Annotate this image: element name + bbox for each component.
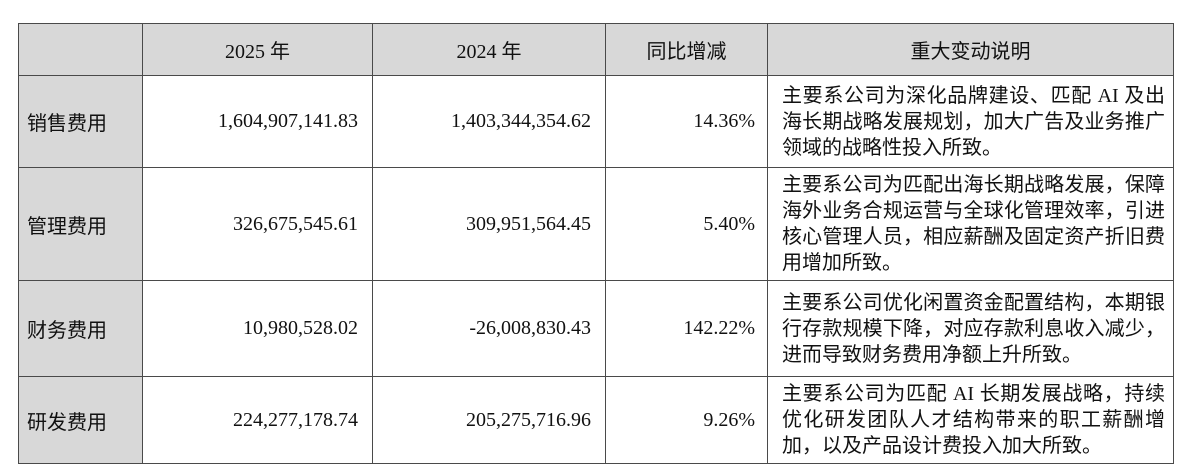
row-label: 财务费用 [18, 280, 143, 377]
row-label: 研发费用 [18, 376, 143, 464]
value-yoy-change: 14.36% [605, 75, 768, 168]
header-2025: 2025 年 [142, 23, 373, 76]
value-yoy-change: 142.22% [605, 280, 768, 377]
value-2024: -26,008,830.43 [372, 280, 606, 377]
table-row: 销售费用 1,604,907,141.83 1,403,344,354.62 1… [18, 75, 1174, 168]
value-2025: 1,604,907,141.83 [142, 75, 373, 168]
table-header-row: 2025 年 2024 年 同比增减 重大变动说明 [18, 23, 1174, 76]
header-2024: 2024 年 [372, 23, 606, 76]
value-2025: 326,675,545.61 [142, 167, 373, 281]
value-2025: 10,980,528.02 [142, 280, 373, 377]
value-2024: 205,275,716.96 [372, 376, 606, 464]
row-label: 销售费用 [18, 75, 143, 168]
value-yoy-change: 9.26% [605, 376, 768, 464]
value-2025: 224,277,178.74 [142, 376, 373, 464]
value-yoy-change: 5.40% [605, 167, 768, 281]
value-2024: 1,403,344,354.62 [372, 75, 606, 168]
expense-comparison-table: 2025 年 2024 年 同比增减 重大变动说明 销售费用 1,604,907… [18, 23, 1174, 464]
major-change-note: 主要系公司为深化品牌建设、匹配 AI 及出海长期战略发展规划，加大广告及业务推广… [767, 75, 1174, 168]
table-row: 研发费用 224,277,178.74 205,275,716.96 9.26%… [18, 376, 1174, 464]
value-2024: 309,951,564.45 [372, 167, 606, 281]
major-change-note: 主要系公司优化闲置资金配置结构，本期银行存款规模下降，对应存款利息收入减少，进而… [767, 280, 1174, 377]
row-label: 管理费用 [18, 167, 143, 281]
header-major-change-note: 重大变动说明 [767, 23, 1174, 76]
major-change-note: 主要系公司为匹配 AI 长期发展战略，持续优化研发团队人才结构带来的职工薪酬增加… [767, 376, 1174, 464]
header-yoy-change: 同比增减 [605, 23, 768, 76]
table-row: 管理费用 326,675,545.61 309,951,564.45 5.40%… [18, 167, 1174, 281]
major-change-note: 主要系公司为匹配出海长期战略发展，保障海外业务合规运营与全球化管理效率，引进核心… [767, 167, 1174, 281]
header-item-blank [18, 23, 143, 76]
table-row: 财务费用 10,980,528.02 -26,008,830.43 142.22… [18, 280, 1174, 377]
